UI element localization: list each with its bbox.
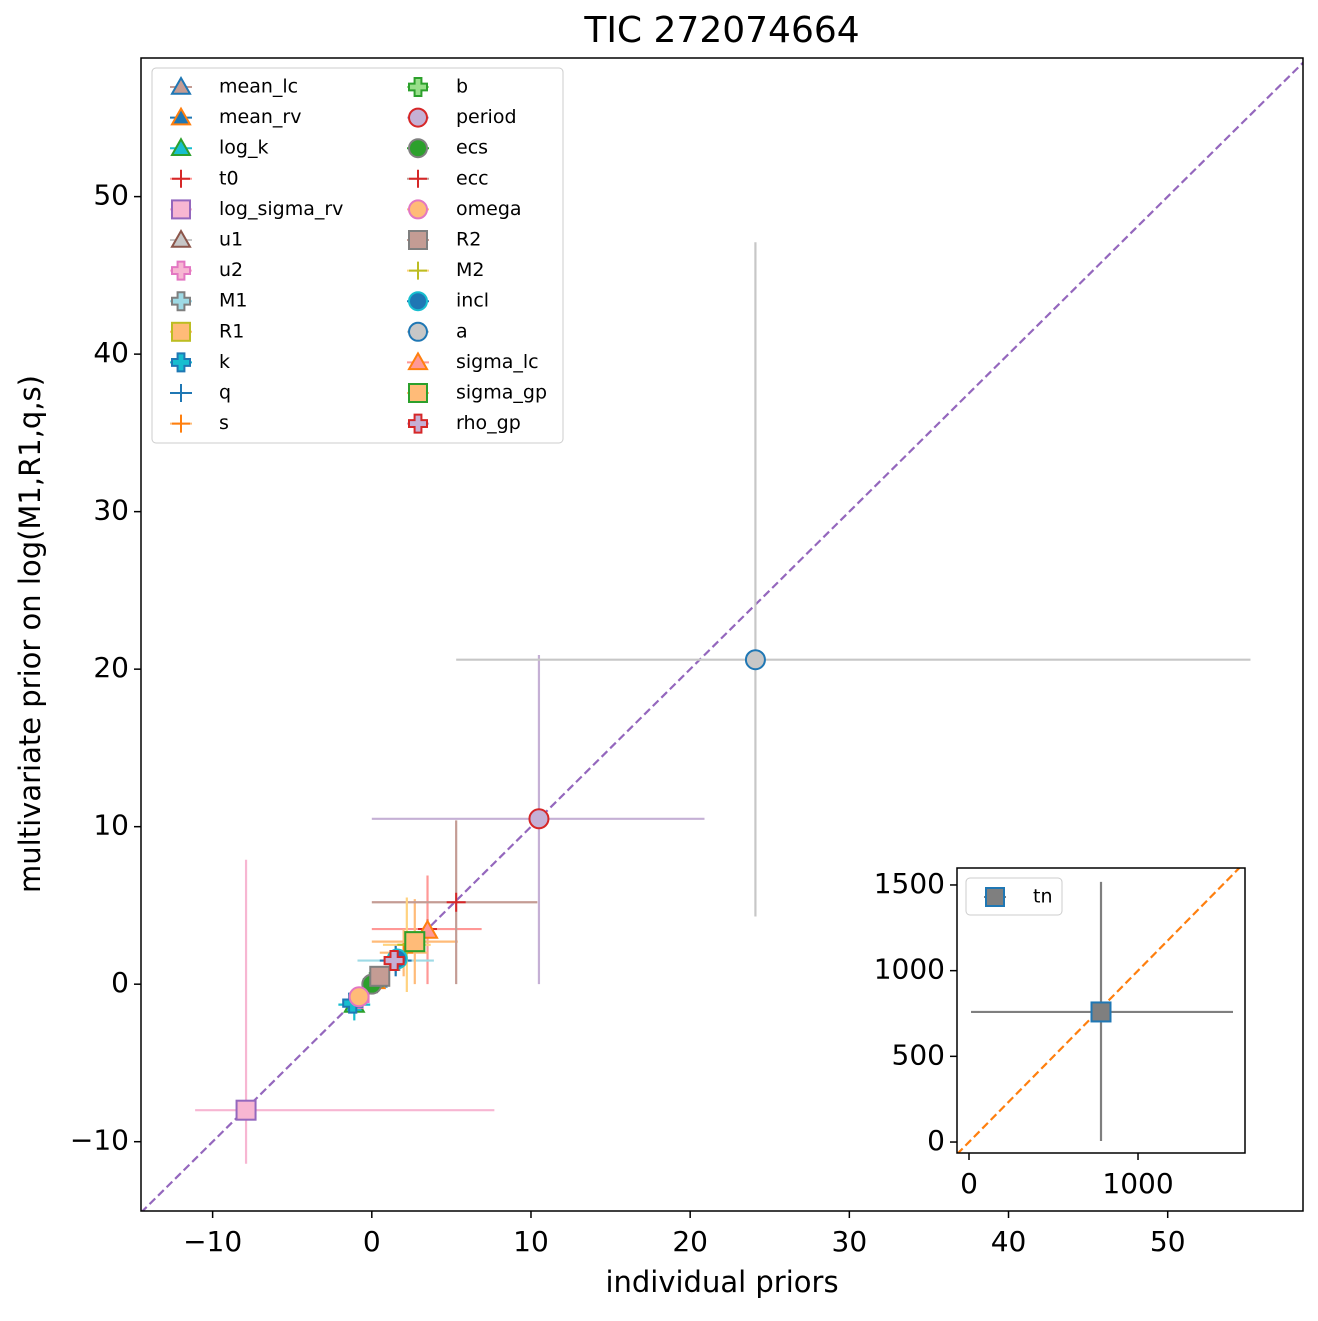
legend-marker bbox=[408, 291, 428, 312]
legend-marker bbox=[985, 887, 1005, 907]
y-axis-label: multivariate prior on log(M1,R1,q,s) bbox=[13, 375, 47, 893]
legend-marker bbox=[170, 228, 192, 248]
legend-marker bbox=[172, 384, 190, 402]
legend-label: t0 bbox=[219, 167, 239, 189]
y-tick-label: −10 bbox=[70, 1124, 129, 1157]
legend-label: period bbox=[456, 106, 517, 128]
marker bbox=[383, 950, 405, 972]
legend-marker bbox=[170, 106, 192, 126]
marker bbox=[1090, 1001, 1112, 1023]
y-tick-label: 1500 bbox=[874, 867, 945, 900]
x-tick-label: 50 bbox=[1150, 1225, 1186, 1258]
marker bbox=[369, 965, 391, 987]
x-tick-label: 0 bbox=[363, 1225, 381, 1258]
marker bbox=[446, 892, 466, 912]
marker bbox=[404, 931, 426, 953]
x-tick-label: 1000 bbox=[1102, 1167, 1173, 1200]
legend-marker bbox=[171, 352, 191, 373]
marker bbox=[348, 986, 370, 1008]
legend-marker bbox=[171, 199, 191, 220]
y-tick-label: 30 bbox=[93, 494, 129, 527]
legend-label: omega bbox=[456, 198, 522, 220]
x-tick-label: 10 bbox=[513, 1225, 549, 1258]
x-tick-label: 30 bbox=[832, 1225, 868, 1258]
legend-marker bbox=[408, 321, 428, 342]
legend-marker bbox=[172, 169, 190, 188]
legend-marker bbox=[171, 260, 191, 281]
axes-frame bbox=[140, 57, 1304, 1212]
y-tick-label: 500 bbox=[892, 1038, 945, 1071]
legend-marker bbox=[408, 107, 428, 128]
marker bbox=[528, 808, 550, 830]
plot-area bbox=[141, 61, 1303, 1211]
legend-marker bbox=[408, 230, 428, 250]
legend-marker bbox=[170, 137, 192, 156]
legend-label: ecc bbox=[456, 167, 489, 189]
legend-marker bbox=[170, 75, 192, 95]
y-tick-label: 50 bbox=[93, 179, 129, 212]
legend-marker bbox=[409, 261, 427, 280]
plot-area bbox=[957, 868, 1241, 1153]
legend-marker bbox=[171, 321, 191, 342]
legend-label: R1 bbox=[219, 320, 244, 342]
legend-label: log_sigma_rv bbox=[219, 198, 343, 220]
legend-label: u1 bbox=[219, 229, 243, 251]
chart-title: TIC 272074664 bbox=[583, 10, 859, 51]
legend-label: sigma_gp bbox=[456, 382, 547, 404]
x-axis-label: individual priors bbox=[605, 1265, 838, 1299]
legend-label: s bbox=[219, 412, 229, 434]
legend-label: M1 bbox=[219, 290, 247, 312]
y-tick-label: 0 bbox=[927, 1124, 945, 1157]
legend-label: tn bbox=[1033, 886, 1053, 908]
legend-label: mean_lc bbox=[219, 76, 298, 98]
legend: tn bbox=[965, 877, 1063, 916]
legend-label: mean_rv bbox=[219, 106, 301, 128]
legend-marker bbox=[171, 291, 191, 312]
legend-box bbox=[151, 67, 564, 444]
diagonal bbox=[141, 61, 1303, 1211]
legend-label: a bbox=[456, 320, 468, 342]
y-tick-label: 1000 bbox=[874, 953, 945, 986]
legend-label: R2 bbox=[456, 229, 481, 251]
axes-frame bbox=[956, 867, 1246, 1154]
legend-marker bbox=[408, 199, 428, 220]
legend-label: log_k bbox=[219, 137, 268, 159]
marker bbox=[744, 649, 766, 671]
y-tick-label: 40 bbox=[93, 336, 129, 369]
legend-label: k bbox=[219, 351, 230, 373]
y-tick-label: 20 bbox=[93, 651, 129, 684]
y-tick-label: 10 bbox=[93, 809, 129, 842]
legend-label: ecs bbox=[456, 137, 488, 159]
x-tick-label: 0 bbox=[960, 1167, 978, 1200]
legend: mean_lc mean_rv log_k t0 log_sigma_rv u1 u2 M1 R… bbox=[151, 67, 564, 444]
marker bbox=[235, 1099, 257, 1121]
legend-marker bbox=[407, 351, 429, 371]
legend-label: u2 bbox=[219, 259, 243, 281]
legend-label: M2 bbox=[456, 259, 484, 281]
legend-marker bbox=[409, 169, 427, 188]
legend-marker bbox=[408, 383, 428, 403]
legend-label: rho_gp bbox=[456, 412, 521, 434]
legend-label: sigma_lc bbox=[456, 351, 539, 373]
y-tick-label: 0 bbox=[111, 966, 129, 999]
x-tick-label: 20 bbox=[672, 1225, 708, 1258]
x-tick-label: −10 bbox=[183, 1225, 242, 1258]
legend-label: incl bbox=[456, 290, 489, 312]
legend-marker bbox=[408, 138, 428, 159]
legend-marker bbox=[172, 414, 190, 433]
x-tick-label: 40 bbox=[991, 1225, 1027, 1258]
legend-label: q bbox=[219, 382, 231, 404]
legend-marker bbox=[408, 413, 428, 434]
legend-marker bbox=[408, 77, 428, 97]
legend-label: b bbox=[456, 76, 468, 98]
